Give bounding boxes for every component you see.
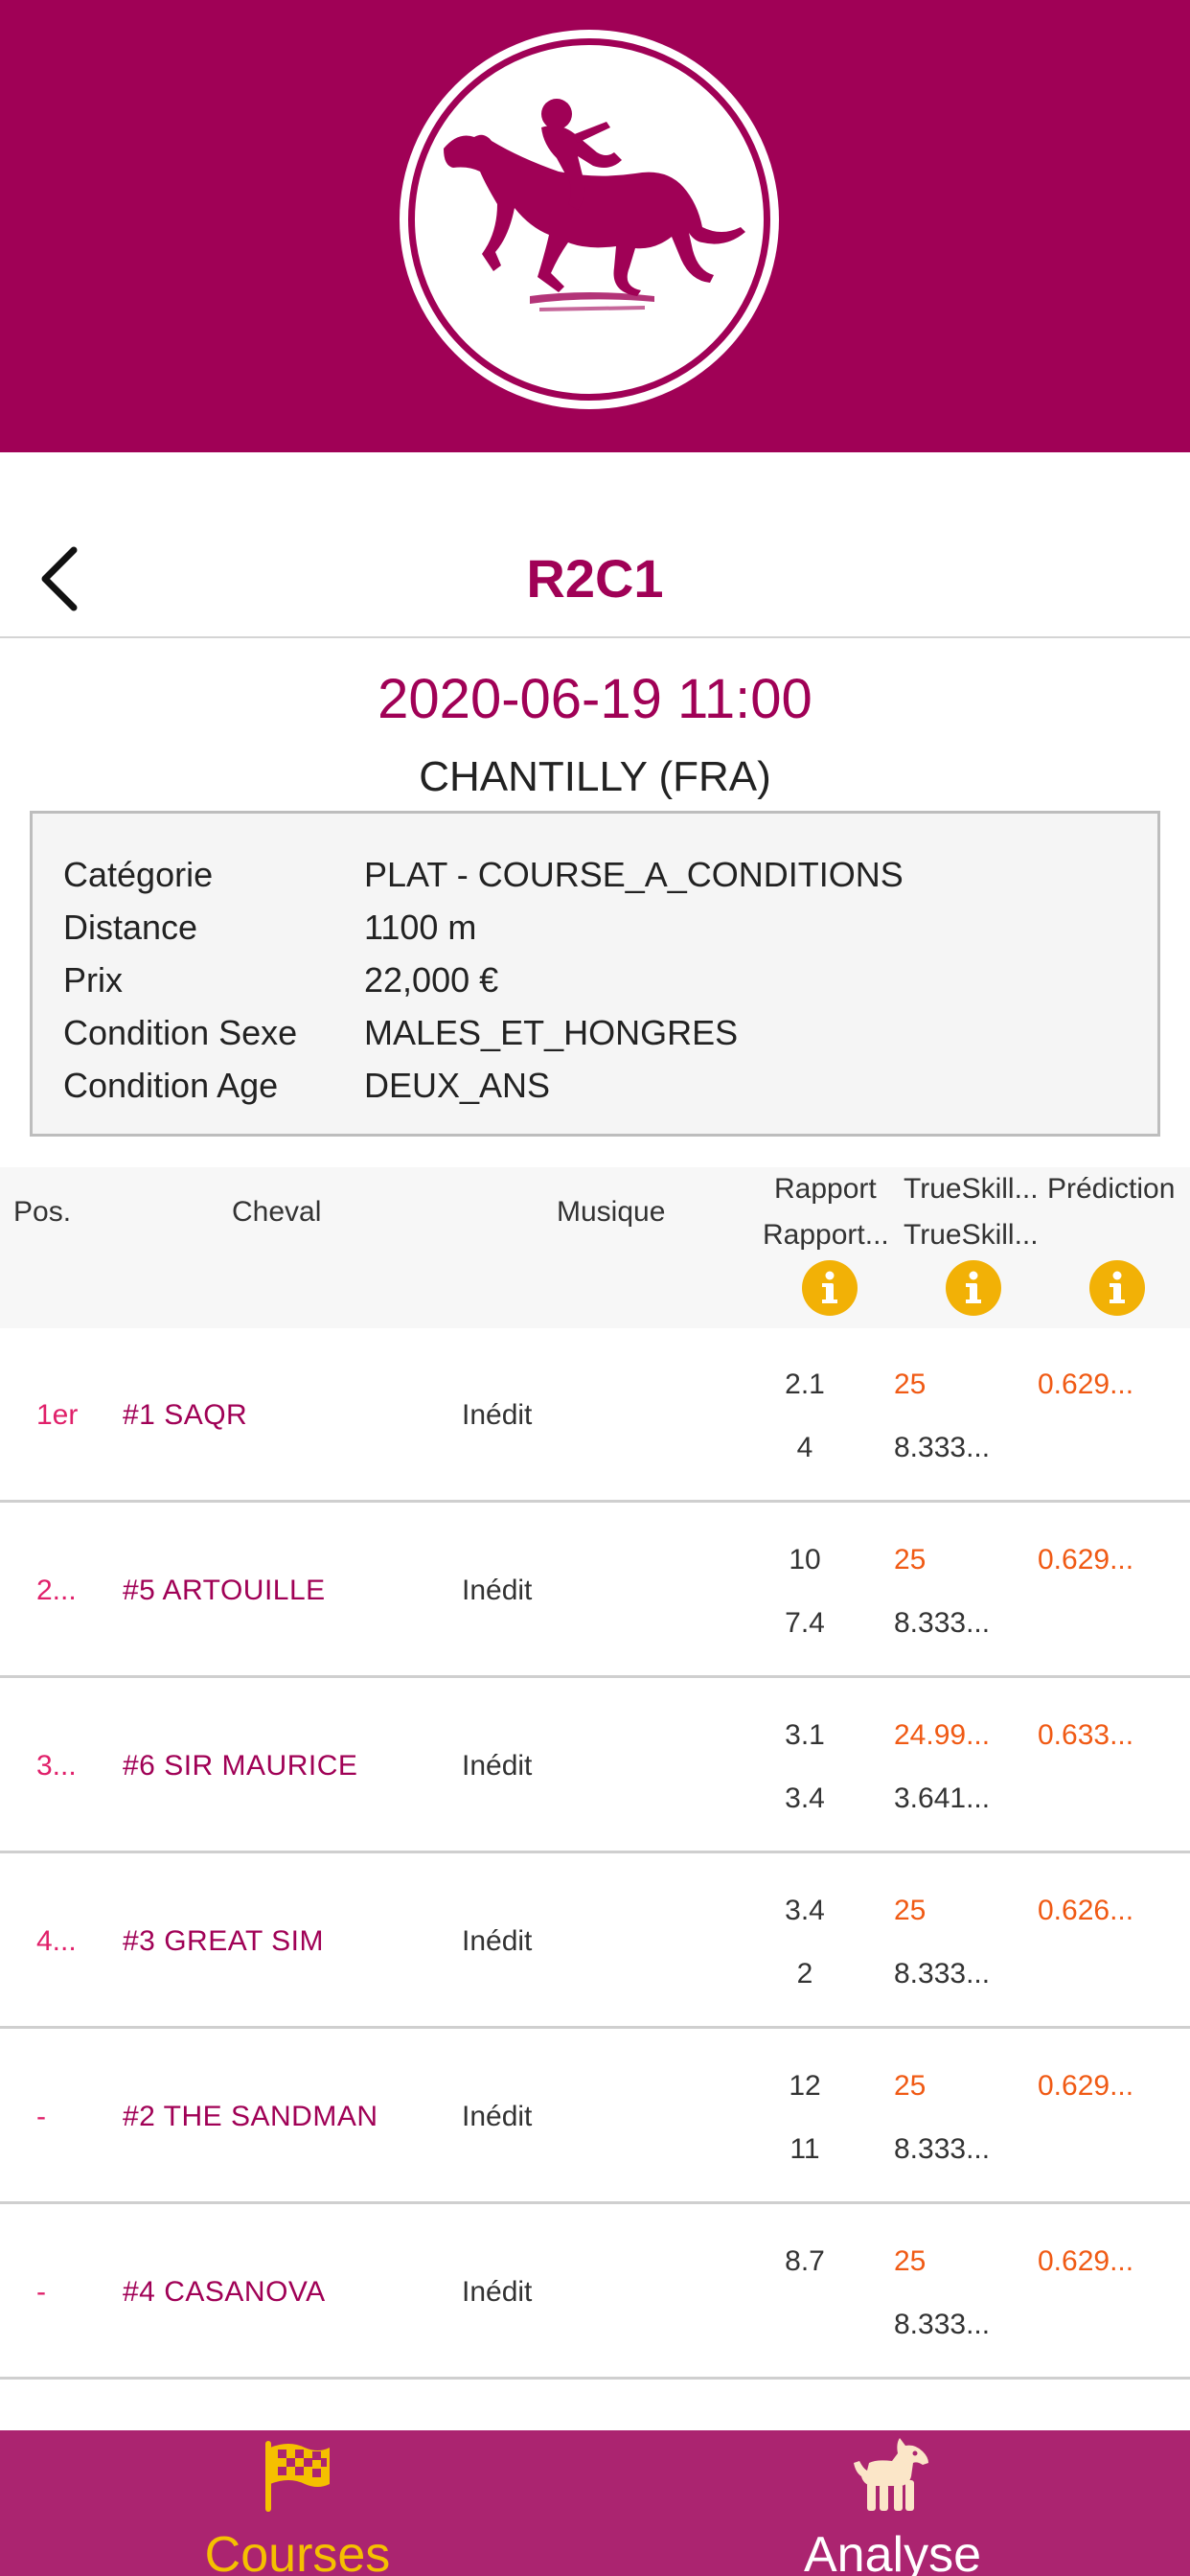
column-header-rapport: Rapport — [774, 1173, 877, 1205]
table-row[interactable]: 3... #6 SIR MAURICE Inédit 3.1 3.4 24.99… — [0, 1679, 1190, 1853]
row-trueskill-2: 8.333... — [894, 2133, 991, 2165]
row-rapport: 10 — [789, 1544, 821, 1576]
row-rapport: 2.1 — [785, 1368, 825, 1400]
page-title: R2C1 — [526, 548, 664, 609]
row-prediction: 0.629... — [1038, 2245, 1134, 2277]
row-rapport-2: 7.4 — [785, 1607, 825, 1639]
column-header-trueskill: TrueSkill... — [904, 1173, 1039, 1205]
back-button[interactable] — [25, 540, 92, 617]
row-horse-name: #4 CASANOVA — [123, 2276, 326, 2308]
column-header-rapport-2: Rapport... — [763, 1219, 889, 1251]
race-details-box: Catégorie PLAT - COURSE_A_CONDITIONS Dis… — [30, 811, 1160, 1137]
row-musique: Inédit — [462, 1750, 533, 1782]
row-position: - — [36, 2101, 46, 2132]
horse-icon — [854, 2438, 928, 2511]
tab-label-analyse: Analyse — [804, 2527, 981, 2576]
row-rapport: 8.7 — [785, 2245, 825, 2277]
table-row[interactable]: 2... #5 ARTOUILLE Inédit 10 7.4 25 8.333… — [0, 1504, 1190, 1678]
row-trueskill: 25 — [894, 2245, 927, 2277]
row-trueskill: 25 — [894, 1544, 927, 1576]
row-position: 3... — [36, 1750, 77, 1782]
row-prediction: 0.629... — [1038, 2070, 1134, 2102]
row-horse-name: #3 GREAT SIM — [123, 1925, 324, 1957]
row-position: 4... — [36, 1925, 77, 1957]
detail-label: Distance — [63, 908, 198, 947]
row-prediction: 0.629... — [1038, 1544, 1134, 1576]
row-prediction: 0.629... — [1038, 1368, 1134, 1400]
detail-value: PLAT - COURSE_A_CONDITIONS — [364, 855, 904, 894]
row-trueskill-2: 8.333... — [894, 1432, 991, 1463]
row-rapport: 3.4 — [785, 1895, 825, 1926]
detail-value: DEUX_ANS — [364, 1066, 551, 1105]
row-trueskill: 25 — [894, 1895, 927, 1926]
navigation-bar: R2C1 — [0, 452, 1190, 638]
detail-value: 22,000 € — [364, 960, 499, 1000]
table-row[interactable]: - #4 CASANOVA Inédit 8.7 25 8.333... 0.6… — [0, 2205, 1190, 2380]
row-trueskill-2: 8.333... — [894, 2309, 991, 2340]
checkered-flag-icon — [265, 2441, 330, 2512]
column-header-musique: Musique — [557, 1196, 666, 1228]
tab-label-courses: Courses — [204, 2527, 391, 2576]
row-rapport-2: 2 — [796, 1958, 813, 1990]
race-datetime: 2020-06-19 11:00 — [378, 668, 812, 730]
row-horse-name: #2 THE SANDMAN — [123, 2101, 378, 2132]
chevron-left-icon — [41, 546, 78, 611]
results-table-header: Pos. Cheval Musique Rapport Rapport... T… — [0, 1167, 1190, 1328]
row-rapport-2: 11 — [790, 2133, 820, 2165]
table-row[interactable]: 1er #1 SAQR Inédit 2.1 4 25 8.333... 0.6… — [0, 1328, 1190, 1503]
row-rapport-2: 3.4 — [785, 1782, 825, 1814]
row-horse-name: #6 SIR MAURICE — [123, 1750, 358, 1782]
column-header-cheval: Cheval — [232, 1196, 322, 1228]
tab-courses[interactable]: Courses — [0, 2430, 595, 2576]
table-row[interactable]: 4... #3 GREAT SIM Inédit 3.4 2 25 8.333.… — [0, 1854, 1190, 2029]
row-trueskill: 24.99... — [894, 1719, 991, 1751]
table-row[interactable]: - #2 THE SANDMAN Inédit 12 11 25 8.333..… — [0, 2030, 1190, 2204]
row-rapport: 12 — [789, 2070, 821, 2102]
row-musique: Inédit — [462, 1399, 533, 1431]
row-prediction: 0.626... — [1038, 1895, 1134, 1926]
row-position: - — [36, 2276, 46, 2308]
row-trueskill: 25 — [894, 2070, 927, 2102]
row-trueskill-2: 8.333... — [894, 1958, 991, 1990]
row-position: 1er — [36, 1399, 79, 1431]
row-rapport: 3.1 — [785, 1719, 825, 1751]
row-trueskill-2: 8.333... — [894, 1607, 991, 1639]
column-header-prediction: Prédiction — [1047, 1173, 1176, 1205]
column-header-trueskill-2: TrueSkill... — [904, 1219, 1039, 1251]
prediction-info-icon[interactable] — [1089, 1260, 1145, 1316]
row-prediction: 0.633... — [1038, 1719, 1134, 1751]
row-musique: Inédit — [462, 2276, 533, 2308]
detail-label: Prix — [63, 960, 123, 1000]
bottom-tab-bar: Courses Analyse — [0, 2430, 1190, 2576]
header-banner — [0, 0, 1190, 452]
detail-label: Condition Sexe — [63, 1013, 298, 1052]
detail-value: MALES_ET_HONGRES — [364, 1013, 739, 1052]
row-position: 2... — [36, 1575, 77, 1606]
trueskill-info-icon[interactable] — [946, 1260, 1001, 1316]
rapport-info-icon[interactable] — [802, 1260, 858, 1316]
row-horse-name: #1 SAQR — [123, 1399, 248, 1431]
detail-label: Catégorie — [63, 855, 214, 894]
detail-value: 1100 m — [364, 908, 477, 947]
row-rapport-2: 4 — [796, 1432, 813, 1463]
row-trueskill: 25 — [894, 1368, 927, 1400]
app-logo — [400, 30, 779, 409]
race-venue: CHANTILLY (FRA) — [419, 753, 771, 800]
row-musique: Inédit — [462, 2101, 533, 2132]
row-trueskill-2: 3.641... — [894, 1782, 991, 1814]
row-horse-name: #5 ARTOUILLE — [123, 1575, 326, 1606]
row-musique: Inédit — [462, 1575, 533, 1606]
row-musique: Inédit — [462, 1925, 533, 1957]
racing-horse-logo-icon — [444, 99, 745, 311]
column-header-pos: Pos. — [13, 1196, 72, 1228]
tab-analyse[interactable]: Analyse — [595, 2430, 1190, 2576]
detail-label: Condition Age — [63, 1066, 279, 1105]
